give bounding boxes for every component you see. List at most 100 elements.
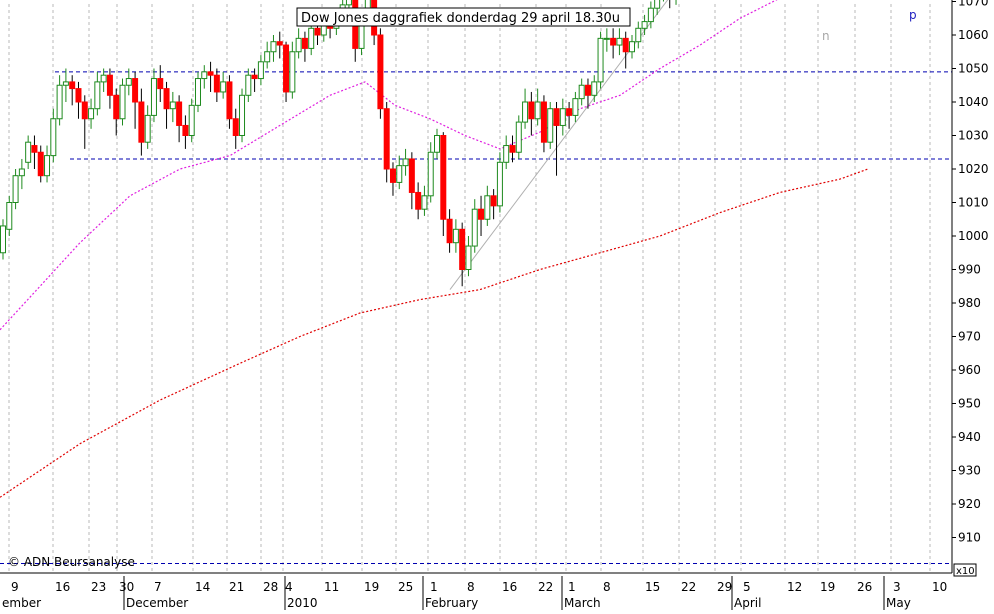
x-tick-label: 29 bbox=[717, 580, 732, 594]
x-month-label: May bbox=[886, 596, 911, 610]
candle-body bbox=[459, 228, 466, 271]
candle-body bbox=[125, 78, 132, 86]
x-tick-label: 30 bbox=[119, 580, 134, 594]
candle-body bbox=[289, 51, 296, 93]
y-tick-label: 910 bbox=[958, 531, 981, 545]
y-tick-label: 980 bbox=[958, 296, 981, 310]
candle-body bbox=[408, 158, 415, 193]
x-tick-label: 12 bbox=[787, 580, 802, 594]
candle-body bbox=[207, 71, 214, 76]
x-tick-label: 5 bbox=[743, 580, 751, 594]
candle-body bbox=[264, 51, 271, 63]
candle-body bbox=[62, 81, 69, 86]
x-tick-label: 9 bbox=[11, 580, 19, 594]
y-tick-label: 990 bbox=[958, 263, 981, 277]
candle-body bbox=[415, 191, 422, 210]
x-tick-label: 25 bbox=[398, 580, 413, 594]
candle-body bbox=[471, 208, 478, 247]
candle-body bbox=[496, 161, 503, 207]
x-tick-label: 4 bbox=[285, 580, 293, 594]
candle-body bbox=[88, 108, 95, 120]
moving-averages bbox=[0, 0, 869, 498]
x-tick-label: 15 bbox=[645, 580, 660, 594]
candle-body bbox=[641, 21, 648, 29]
candle-body bbox=[138, 101, 145, 143]
candle-body bbox=[490, 195, 497, 207]
candle-body bbox=[169, 101, 176, 110]
x-tick-label: 1 bbox=[568, 580, 576, 594]
x-tick-label: 23 bbox=[91, 580, 106, 594]
y-tick-label: 1060 bbox=[958, 28, 989, 42]
candle-body bbox=[647, 7, 654, 23]
candle-body bbox=[239, 94, 246, 137]
x-tick-label: 28 bbox=[263, 580, 278, 594]
candle-body bbox=[427, 151, 434, 197]
candle-body bbox=[12, 175, 19, 203]
horizontal-levels bbox=[0, 71, 952, 564]
moving-average-short bbox=[0, 0, 778, 331]
y-tick-label: 920 bbox=[958, 497, 981, 511]
candle-body bbox=[232, 118, 239, 136]
candle-body bbox=[308, 27, 315, 49]
candle-body bbox=[603, 37, 610, 40]
candle-body bbox=[314, 27, 321, 36]
candle-body bbox=[345, 0, 352, 6]
candle-body bbox=[194, 78, 201, 106]
candle-body bbox=[584, 84, 591, 96]
candle-body bbox=[270, 41, 277, 53]
candle-body bbox=[81, 101, 88, 120]
candle-body bbox=[553, 108, 560, 126]
candle-body bbox=[37, 151, 44, 177]
candle-body bbox=[534, 101, 541, 120]
candle-body bbox=[295, 37, 302, 53]
scale-marker: x10 bbox=[953, 563, 977, 577]
grid bbox=[8, 4, 931, 573]
candle-body bbox=[188, 104, 195, 136]
candle-body bbox=[100, 74, 107, 83]
x-month-label: March bbox=[564, 596, 601, 610]
candle-body bbox=[446, 218, 453, 244]
x-month-label: April bbox=[734, 596, 761, 610]
candle-body bbox=[25, 141, 32, 163]
y-tick-label: 940 bbox=[958, 430, 981, 444]
candle-body bbox=[377, 34, 384, 110]
candle-body bbox=[622, 37, 629, 53]
y-tick-label: 1010 bbox=[958, 196, 989, 210]
candle-body bbox=[213, 74, 220, 93]
x-tick-label: 19 bbox=[820, 580, 835, 594]
candle-body bbox=[515, 121, 522, 153]
candle-body bbox=[434, 135, 441, 153]
candle-body bbox=[629, 41, 635, 53]
candle-body bbox=[540, 101, 547, 143]
x-tick-label: 16 bbox=[502, 580, 517, 594]
candle-body bbox=[182, 124, 189, 136]
candle-body bbox=[465, 245, 472, 271]
candle-body bbox=[44, 155, 51, 177]
candle-body bbox=[283, 44, 290, 93]
candle-body bbox=[106, 74, 113, 96]
x-tick-label: 8 bbox=[603, 580, 611, 594]
y-tick-label: 1040 bbox=[958, 95, 989, 109]
candle-body bbox=[402, 158, 409, 167]
candle-body bbox=[113, 94, 120, 120]
candle-body bbox=[18, 168, 25, 177]
y-tick-label: 1030 bbox=[958, 129, 989, 143]
candle-body bbox=[31, 145, 38, 153]
candle-body bbox=[522, 101, 529, 123]
chart-title-box bbox=[296, 7, 631, 27]
candle-body bbox=[610, 37, 617, 46]
x-tick-label: 8 bbox=[467, 580, 475, 594]
annotation-n: n bbox=[822, 29, 830, 43]
candle-body bbox=[251, 74, 258, 80]
x-month-label: February bbox=[425, 596, 478, 610]
candle-body bbox=[591, 81, 598, 96]
x-tick-label: 22 bbox=[681, 580, 696, 594]
candle-body bbox=[654, 0, 661, 9]
x-tick-label: 21 bbox=[229, 580, 244, 594]
candle-body bbox=[257, 61, 264, 80]
candle-body bbox=[503, 145, 510, 163]
candle-body bbox=[566, 108, 573, 116]
candle-body bbox=[440, 135, 447, 220]
x-tick-label: 1 bbox=[430, 580, 438, 594]
